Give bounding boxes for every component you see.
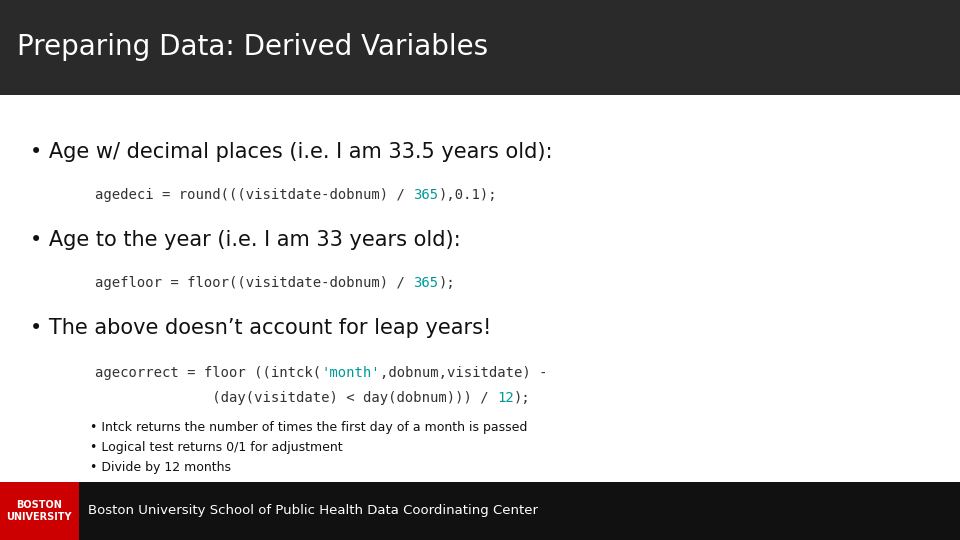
Bar <box>0 482 79 540</box>
Text: • Divide by 12 months: • Divide by 12 months <box>90 462 231 475</box>
Text: (day(visitdate) < day(dobnum))) /: (day(visitdate) < day(dobnum))) / <box>95 391 497 405</box>
Text: Boston University School of Public Health Data Coordinating Center: Boston University School of Public Healt… <box>88 504 539 517</box>
Text: 365: 365 <box>413 276 439 290</box>
Text: 12: 12 <box>497 391 514 405</box>
Text: ,dobnum,visitdate) -: ,dobnum,visitdate) - <box>380 366 547 380</box>
Text: • Age w/ decimal places (i.e. I am 33.5 years old):: • Age w/ decimal places (i.e. I am 33.5 … <box>30 142 553 162</box>
Text: • The above doesn’t account for leap years!: • The above doesn’t account for leap yea… <box>30 318 492 338</box>
Text: agecorrect = floor ((intck(: agecorrect = floor ((intck( <box>95 366 322 380</box>
Text: agedeci = round(((visitdate-dobnum) /: agedeci = round(((visitdate-dobnum) / <box>95 188 413 202</box>
Text: agefloor = floor((visitdate-dobnum) /: agefloor = floor((visitdate-dobnum) / <box>95 276 413 290</box>
Text: );: ); <box>514 391 531 405</box>
Text: BOSTON
UNIVERSITY: BOSTON UNIVERSITY <box>7 500 72 522</box>
Text: );: ); <box>439 276 455 290</box>
Bar <box>0 0 960 94</box>
Text: 365: 365 <box>413 188 439 202</box>
Text: • Age to the year (i.e. I am 33 years old):: • Age to the year (i.e. I am 33 years ol… <box>30 230 461 250</box>
Text: 'month': 'month' <box>322 366 380 380</box>
Text: • Logical test returns 0/1 for adjustment: • Logical test returns 0/1 for adjustmen… <box>90 442 343 455</box>
Text: Preparing Data: Derived Variables: Preparing Data: Derived Variables <box>17 33 489 61</box>
Bar <box>0 482 960 540</box>
Text: ),0.1);: ),0.1); <box>439 188 497 202</box>
Text: • Intck returns the number of times the first day of a month is passed: • Intck returns the number of times the … <box>90 422 527 435</box>
